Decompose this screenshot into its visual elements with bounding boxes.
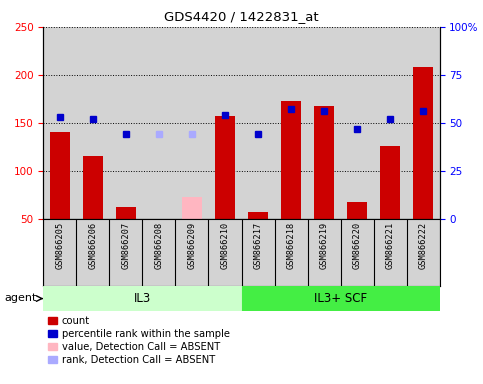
Bar <box>380 146 400 219</box>
Text: percentile rank within the sample: percentile rank within the sample <box>62 329 230 339</box>
Text: GSM866205: GSM866205 <box>56 222 64 270</box>
Text: GSM866210: GSM866210 <box>221 222 229 270</box>
Text: GSM866222: GSM866222 <box>419 222 427 270</box>
Text: GSM866206: GSM866206 <box>88 222 98 270</box>
Text: GSM866209: GSM866209 <box>187 222 197 270</box>
Bar <box>50 132 70 219</box>
Bar <box>248 212 268 219</box>
Bar <box>116 207 136 219</box>
Text: value, Detection Call = ABSENT: value, Detection Call = ABSENT <box>62 342 220 352</box>
Text: GDS4420 / 1422831_at: GDS4420 / 1422831_at <box>164 10 319 23</box>
Text: GSM866218: GSM866218 <box>286 222 296 270</box>
Text: IL3: IL3 <box>134 292 151 305</box>
Text: GSM866221: GSM866221 <box>385 222 395 270</box>
Bar <box>281 101 301 219</box>
Text: GSM866208: GSM866208 <box>155 222 163 270</box>
Text: GSM866220: GSM866220 <box>353 222 361 270</box>
Text: GSM866207: GSM866207 <box>122 222 130 270</box>
Text: IL3+ SCF: IL3+ SCF <box>314 292 367 305</box>
Text: agent: agent <box>5 293 37 303</box>
Bar <box>83 157 103 219</box>
Text: GSM866217: GSM866217 <box>254 222 262 270</box>
Text: rank, Detection Call = ABSENT: rank, Detection Call = ABSENT <box>62 355 215 365</box>
Bar <box>347 202 367 219</box>
Text: GSM866219: GSM866219 <box>320 222 328 270</box>
Bar <box>43 286 242 311</box>
Bar <box>314 106 334 219</box>
Bar <box>215 116 235 219</box>
Bar <box>413 67 433 219</box>
Text: count: count <box>62 316 90 326</box>
Bar <box>242 286 440 311</box>
Bar <box>182 197 202 219</box>
